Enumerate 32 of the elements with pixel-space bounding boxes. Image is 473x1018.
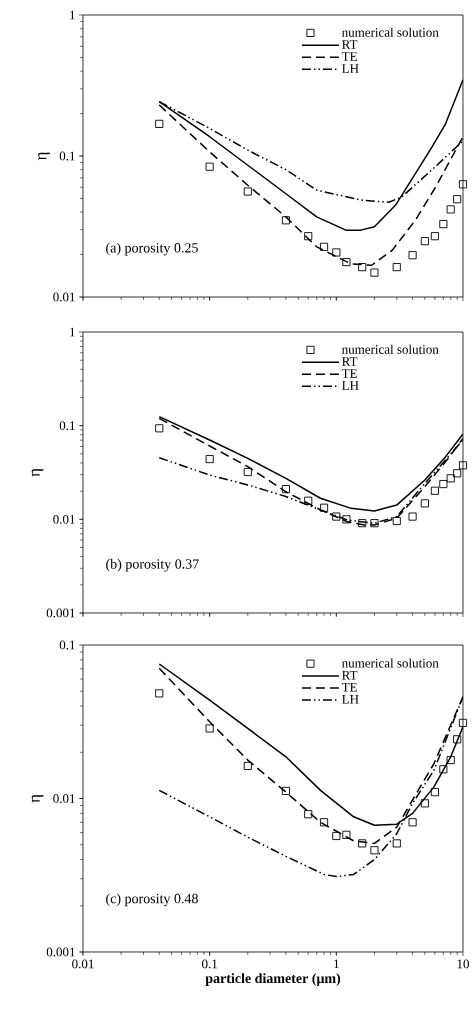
y-axis-title: η: [31, 794, 44, 803]
legend-label: numerical solution: [341, 27, 439, 37]
y-axis-title: η: [31, 468, 44, 477]
legend-label: LH: [342, 694, 359, 704]
y-axis-title: η: [38, 152, 50, 161]
y-tick-label: 1: [70, 327, 75, 337]
x-tick-label: 1: [334, 959, 339, 969]
legend-label: RT: [342, 357, 358, 366]
y-tick-label: 0.001: [46, 608, 75, 618]
y-tick-label: 1: [70, 10, 75, 20]
annotation: (c) porosity 0.48: [106, 893, 198, 907]
y-tick-label: 0.1: [59, 151, 75, 161]
annotation: (b) porosity 0.37: [106, 558, 199, 572]
legend-label: RT: [342, 670, 358, 680]
legend-label: TE: [341, 52, 357, 61]
y-tick-label: 0.01: [53, 292, 75, 302]
y-tick-label: 0.1: [59, 421, 75, 431]
legend-label: numerical solution: [341, 344, 439, 354]
y-tick-label: 0.01: [53, 514, 75, 524]
x-tick-label: 0.1: [202, 959, 218, 969]
legend-label: TE: [341, 369, 357, 378]
legend-label: LH: [342, 381, 359, 390]
legend-label: RT: [342, 40, 358, 49]
legend-label: numerical solution: [341, 658, 439, 668]
legend-label: LH: [342, 64, 359, 73]
annotation: (a) porosity 0.25: [106, 242, 198, 256]
y-tick-label: 0.001: [46, 947, 75, 957]
y-tick-label: 0.1: [59, 640, 75, 650]
x-axis-title: particle diameter (μm): [205, 973, 341, 986]
x-tick-label: 10: [457, 959, 469, 969]
y-tick-label: 0.01: [53, 794, 75, 803]
legend-label: TE: [341, 682, 357, 692]
